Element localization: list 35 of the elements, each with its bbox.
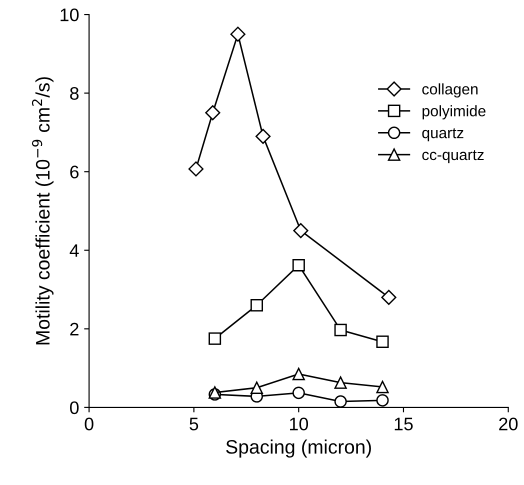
point <box>250 299 264 312</box>
point <box>334 324 347 336</box>
legend-label: polyimide <box>422 105 486 120</box>
x-tick-label: 15 <box>394 418 413 430</box>
point <box>334 395 347 408</box>
point <box>293 223 308 238</box>
point <box>292 368 305 380</box>
y-tick-label: 10 <box>60 8 79 22</box>
point <box>292 386 305 400</box>
point <box>334 376 347 389</box>
x-axis-title: Spacing (micron) <box>226 440 371 458</box>
x-tick-label: 0 <box>84 418 94 430</box>
y-tick-label: 6 <box>70 166 79 178</box>
point <box>250 382 264 394</box>
legend-label: collagen <box>422 83 478 98</box>
legend-label: cc-quartz <box>422 150 484 164</box>
y-tick-label: 0 <box>70 401 79 414</box>
legend-label: quartz <box>422 128 464 142</box>
point <box>376 394 389 407</box>
point <box>208 332 222 345</box>
x-tick-label: 10 <box>290 418 308 430</box>
point <box>292 258 305 272</box>
y-tick-label: 2 <box>70 322 78 336</box>
x-tick-label: 20 <box>499 418 518 430</box>
point <box>255 128 271 144</box>
point <box>376 380 389 394</box>
point <box>230 26 246 42</box>
y-axis-title: Motility coefficient (10$^{−9}$ cm$^{2}$/s) <box>32 77 54 344</box>
x-tick-label: 5 <box>190 418 198 430</box>
y-tick-label: 8 <box>70 87 79 100</box>
point <box>376 336 389 348</box>
y-tick-label: 4 <box>70 244 79 257</box>
point <box>205 105 220 120</box>
point <box>188 161 204 177</box>
point <box>381 290 396 305</box>
